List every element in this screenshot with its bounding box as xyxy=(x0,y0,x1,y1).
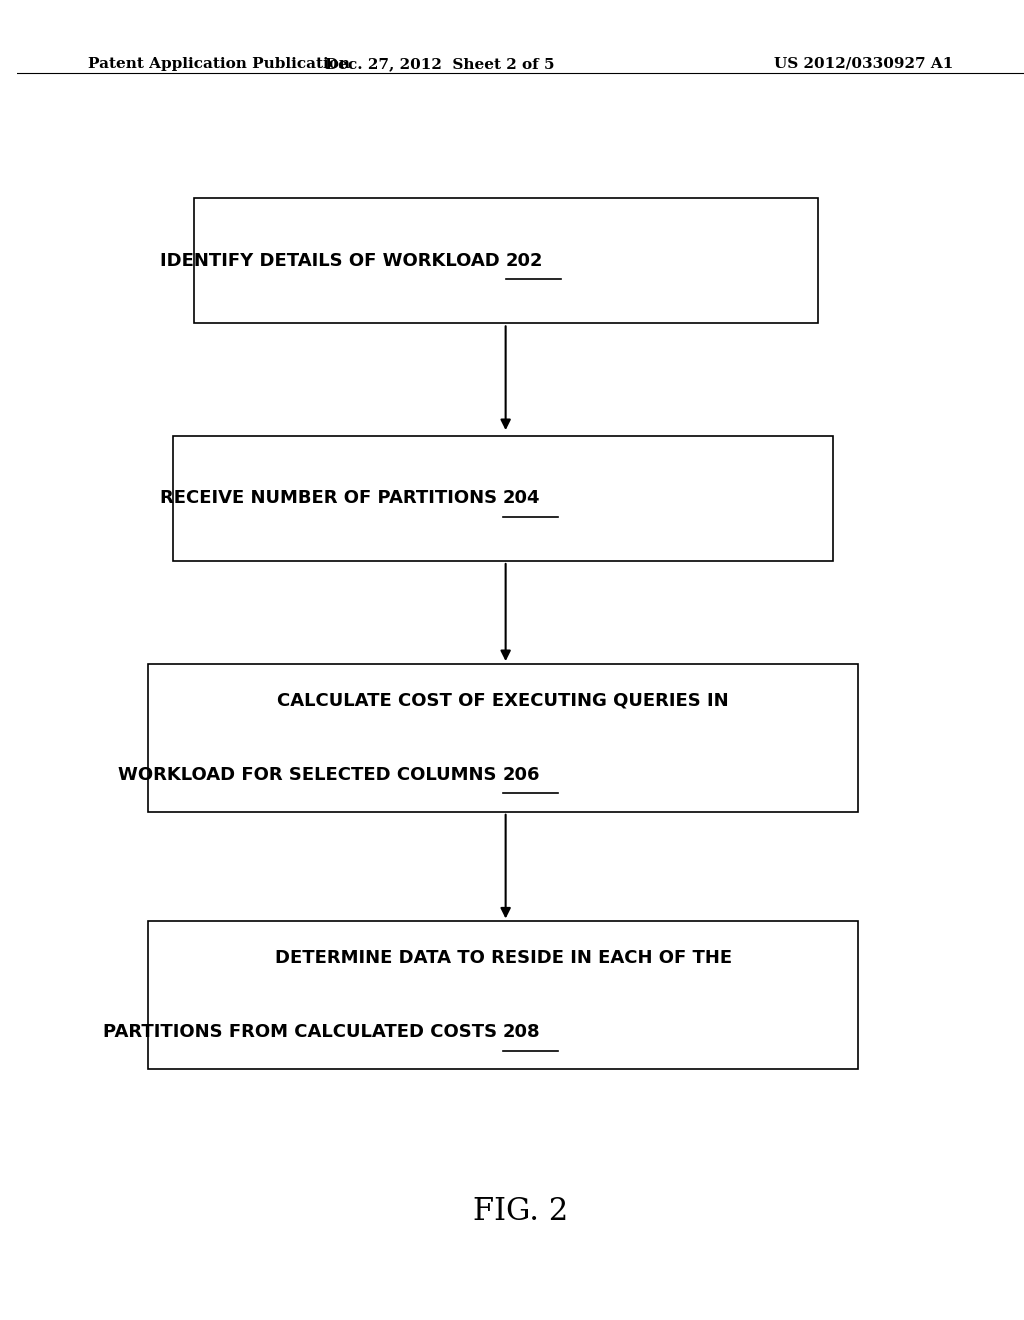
Text: 204: 204 xyxy=(503,490,541,507)
Text: Dec. 27, 2012  Sheet 2 of 5: Dec. 27, 2012 Sheet 2 of 5 xyxy=(326,57,555,71)
Text: Patent Application Publication: Patent Application Publication xyxy=(88,57,350,71)
Text: RECEIVE NUMBER OF PARTITIONS: RECEIVE NUMBER OF PARTITIONS xyxy=(160,490,503,507)
Text: FIG. 2: FIG. 2 xyxy=(473,1196,568,1228)
Text: US 2012/0330927 A1: US 2012/0330927 A1 xyxy=(774,57,953,71)
Text: 208: 208 xyxy=(503,1023,541,1041)
Text: DETERMINE DATA TO RESIDE IN EACH OF THE: DETERMINE DATA TO RESIDE IN EACH OF THE xyxy=(274,949,732,968)
Text: 206: 206 xyxy=(503,766,541,784)
FancyBboxPatch shape xyxy=(148,921,858,1069)
FancyBboxPatch shape xyxy=(194,198,817,323)
Text: CALCULATE COST OF EXECUTING QUERIES IN: CALCULATE COST OF EXECUTING QUERIES IN xyxy=(278,692,729,710)
FancyBboxPatch shape xyxy=(173,436,833,561)
Text: 202: 202 xyxy=(506,252,543,269)
FancyBboxPatch shape xyxy=(148,664,858,812)
Text: IDENTIFY DETAILS OF WORKLOAD: IDENTIFY DETAILS OF WORKLOAD xyxy=(160,252,506,269)
Text: WORKLOAD FOR SELECTED COLUMNS: WORKLOAD FOR SELECTED COLUMNS xyxy=(119,766,503,784)
Text: PARTITIONS FROM CALCULATED COSTS: PARTITIONS FROM CALCULATED COSTS xyxy=(102,1023,503,1041)
